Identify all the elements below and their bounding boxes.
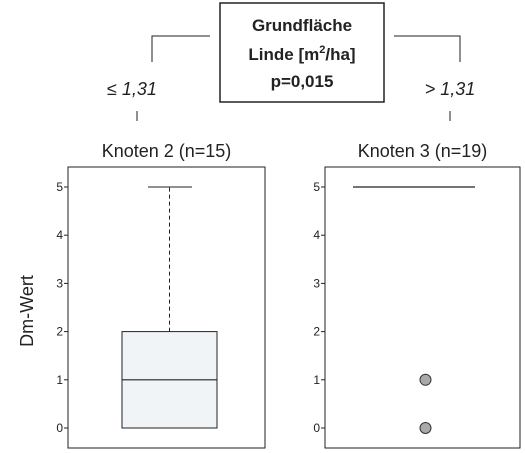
panel-title: Knoten 3 (n=19) <box>358 141 488 161</box>
superscript-two: 2 <box>319 44 325 56</box>
y-tick-label: 4 <box>56 228 63 242</box>
y-tick-label: 3 <box>313 276 320 290</box>
panel-knoten-2: Knoten 2 (n=15) 0 1 2 3 4 5 <box>56 141 266 449</box>
panel-frame <box>67 166 266 449</box>
panel-frame <box>324 166 521 449</box>
y-tick-label: 3 <box>56 276 63 290</box>
outlier-point <box>419 422 432 434</box>
panel-knoten-3: Knoten 3 (n=19) 0 1 2 3 4 5 <box>313 141 521 449</box>
y-tick-label: 5 <box>313 180 320 194</box>
y-tick-label: 5 <box>56 180 63 194</box>
outlier-point <box>419 373 432 386</box>
y-tick-label: 0 <box>56 421 63 435</box>
panel-title: Knoten 2 (n=15) <box>102 141 232 161</box>
y-tick-label: 2 <box>313 325 320 339</box>
y-tick-label: 0 <box>313 421 320 435</box>
split-node-line2: Linde [m2/ha] <box>248 44 355 64</box>
y-axis-label: Dm-Wert <box>17 275 37 347</box>
y-tick-label: 1 <box>56 373 63 387</box>
y-tick-label: 2 <box>56 325 63 339</box>
split-node-line1: Grundfläche <box>252 16 352 35</box>
left-branch-label: ≤ 1,31 <box>107 79 157 99</box>
y-tick-label: 4 <box>313 228 320 242</box>
left-branch-connector <box>151 35 210 62</box>
y-tick-label: 1 <box>313 373 320 387</box>
right-branch-connector <box>394 35 461 62</box>
right-branch-label: > 1,31 <box>425 79 476 99</box>
split-node-pvalue: p=0,015 <box>271 72 334 91</box>
split-node-box <box>219 2 385 103</box>
